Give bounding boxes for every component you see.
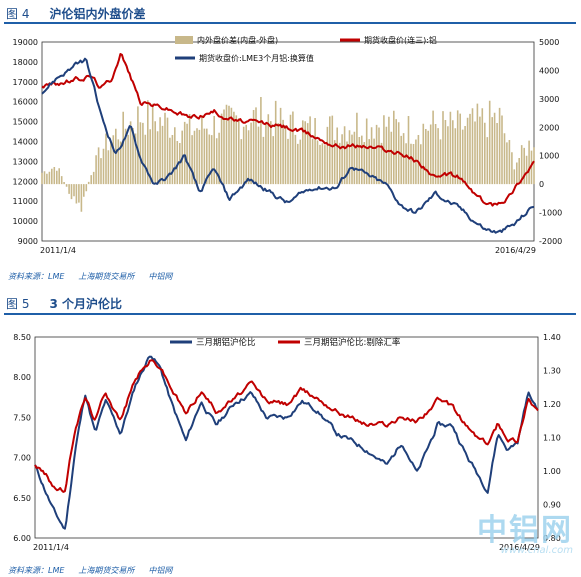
legend-label-ratio-fx: 三月期铝沪伦比:剔除汇率 bbox=[304, 337, 401, 348]
figure-5-source: 资料来源：LME 上海期货交易所 中铝网 bbox=[8, 565, 186, 576]
y-left-tick-label: 19000 bbox=[13, 38, 38, 47]
figure-5-title-text: 3 个月沪伦比 bbox=[49, 297, 122, 311]
y-right-tick-label: 5000 bbox=[539, 38, 559, 47]
figure-5-title: 图 5 3 个月沪伦比 bbox=[6, 295, 122, 312]
x-start-label: 2011/1/4 bbox=[33, 543, 69, 552]
y-left-tick-label: 12000 bbox=[13, 177, 38, 186]
y-right-tick-label: -2000 bbox=[539, 237, 562, 246]
figure-5-label: 图 5 bbox=[6, 297, 30, 311]
x-end-label: 2016/4/29 bbox=[499, 543, 540, 552]
series-line-1 bbox=[34, 359, 539, 493]
y-left-tick-label: 13000 bbox=[13, 157, 38, 166]
source-text: 上海期货交易所 bbox=[78, 272, 135, 281]
y-left-tick-label: 9000 bbox=[18, 237, 38, 246]
plot-frame bbox=[41, 41, 535, 242]
y-left-tick-label: 7.50 bbox=[13, 413, 31, 422]
series-line-0 bbox=[34, 355, 539, 530]
y-right-tick-label: 0 bbox=[539, 180, 544, 189]
y-left-tick-label: 11000 bbox=[13, 197, 38, 206]
figure-4-rule bbox=[4, 22, 576, 24]
y-right-tick-label: 1.40 bbox=[543, 333, 561, 342]
figure-5-rule bbox=[4, 313, 576, 315]
y-left-tick-label: 15000 bbox=[13, 118, 38, 127]
y-left-tick-label: 6.00 bbox=[13, 534, 31, 543]
figure-4-source: 资料来源：LME 上海期货交易所 中铝网 bbox=[8, 271, 186, 282]
figure-4-label: 图 4 bbox=[6, 7, 30, 21]
plot-frame bbox=[34, 336, 539, 539]
y-right-tick-label: 4000 bbox=[539, 66, 559, 75]
y-right-tick-label: 1.10 bbox=[543, 434, 561, 443]
y-left-tick-label: 8.50 bbox=[13, 333, 31, 342]
y-right-tick-label: 0.80 bbox=[543, 534, 561, 543]
x-end-label: 2016/4/29 bbox=[495, 246, 536, 255]
y-left-tick-label: 6.50 bbox=[13, 494, 31, 503]
ratio-chart: 6.00 6.50 7.00 7.50 8.00 8.50 0.80 0.90 1.00 1.10… bbox=[13, 333, 561, 552]
watermark-logo: 中铝网 bbox=[477, 513, 573, 548]
legend-label-lme: 期货收盘价:LME3个月铝:换算值 bbox=[199, 53, 314, 63]
y-right-tick-label: 0.90 bbox=[543, 501, 561, 510]
y-right-tick-label: 1.00 bbox=[543, 467, 561, 476]
y-left-tick-label: 10000 bbox=[13, 217, 38, 226]
y-right-tick-label: 1000 bbox=[539, 152, 559, 161]
source-text: 中铝网 bbox=[148, 272, 173, 281]
y-right-tick-label: 1.30 bbox=[543, 367, 561, 376]
x-start-label: 2011/1/4 bbox=[40, 246, 76, 255]
legend-label-shfe: 期货收盘价(连三):铝 bbox=[364, 35, 437, 45]
watermark: 中铝网 www.cnal.com bbox=[477, 505, 573, 556]
series-line-1 bbox=[41, 53, 535, 207]
y-right-tick-label: 2000 bbox=[539, 123, 559, 132]
spread-columns bbox=[41, 97, 535, 212]
source-text: 资料来源：LME bbox=[8, 566, 65, 575]
source-text: 上海期货交易所 bbox=[78, 566, 135, 575]
y-left-tick-label: 7.00 bbox=[13, 454, 31, 463]
y-right-tick-label: -1000 bbox=[539, 209, 562, 218]
y-left-tick-label: 18000 bbox=[13, 58, 38, 67]
watermark-url: www.cnal.com bbox=[500, 545, 573, 556]
y-right-tick-label: 3000 bbox=[539, 95, 559, 104]
spread-chart: 9000100001100012000130001400015000160001… bbox=[13, 35, 563, 255]
y-left-tick-label: 14000 bbox=[13, 138, 38, 147]
series-line-2 bbox=[41, 57, 535, 234]
source-text: 资料来源：LME bbox=[8, 272, 65, 281]
y-left-tick-label: 17000 bbox=[13, 78, 38, 87]
figure-4-title: 图 4 沪伦铝内外盘价差 bbox=[6, 5, 145, 22]
y-left-tick-label: 8.00 bbox=[13, 373, 31, 382]
source-text: 中铝网 bbox=[148, 566, 173, 575]
y-left-tick-label: 16000 bbox=[13, 98, 38, 107]
figure-4-title-text: 沪伦铝内外盘价差 bbox=[49, 7, 146, 21]
legend-label-ratio: 三月期铝沪伦比 bbox=[196, 337, 256, 348]
legend-swatch-spread bbox=[175, 36, 193, 44]
legend-label-spread: 内外盘价差(内盘-外盘) bbox=[197, 35, 278, 45]
y-right-tick-label: 1.20 bbox=[543, 400, 561, 409]
